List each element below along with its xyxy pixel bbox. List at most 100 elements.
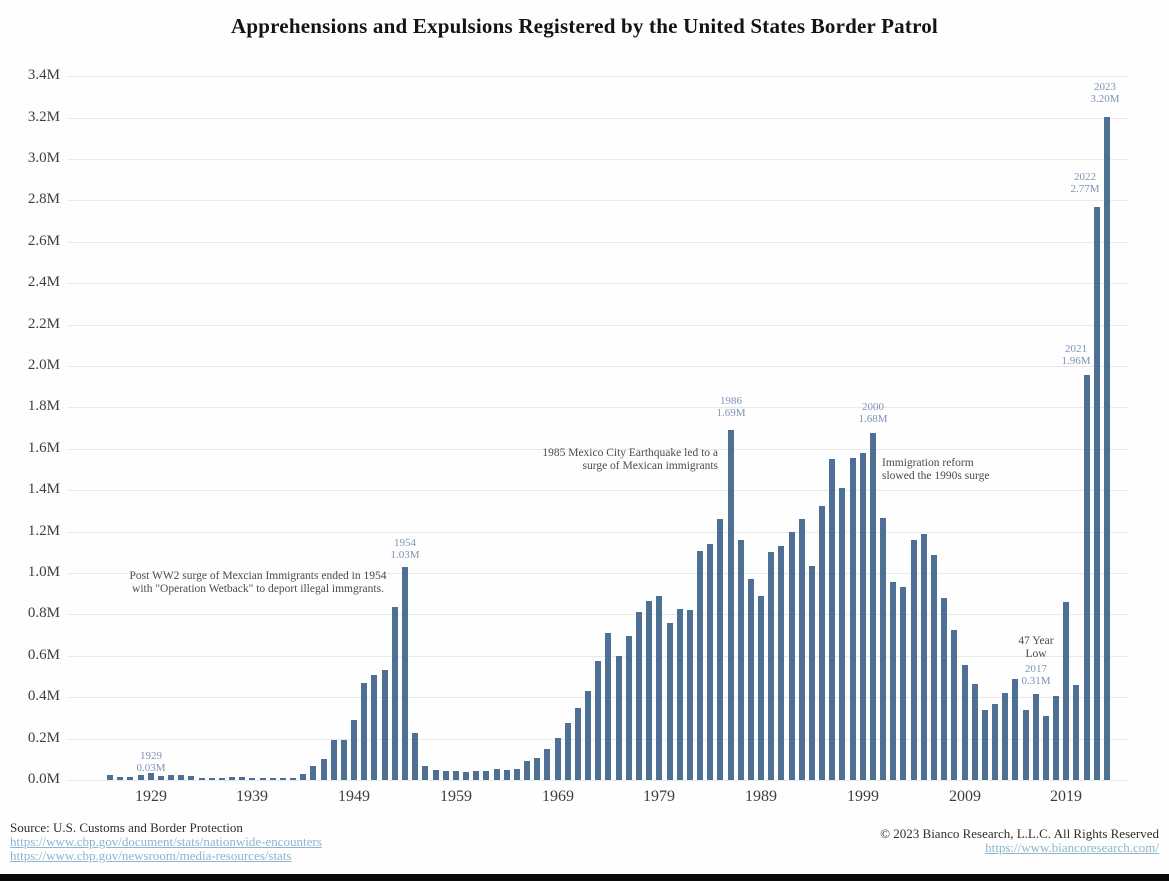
bar-1981 — [677, 609, 683, 780]
x-tick-label: 1999 — [847, 788, 879, 805]
gridline — [68, 159, 1128, 160]
y-tick-label: 1.2M — [27, 523, 60, 539]
bar-1927 — [127, 777, 133, 780]
gridline — [68, 325, 1128, 326]
bar-2013 — [1002, 693, 1008, 780]
annotation-2023: 2023 3.20M — [1090, 81, 1119, 105]
annotation-line: with "Operation Wetback" to deport illeg… — [132, 583, 384, 595]
bar-2014 — [1012, 679, 1018, 780]
source-link-2[interactable]: https://www.cbp.gov/newsroom/media-resou… — [10, 848, 292, 863]
gridline — [68, 532, 1128, 533]
bar-1967 — [534, 758, 540, 780]
x-tick-label: 1959 — [440, 788, 472, 805]
annotation-2000: 2000 1.68M — [858, 401, 887, 425]
gridline — [68, 449, 1128, 450]
bar-1930 — [158, 776, 164, 780]
bar-1994 — [809, 566, 815, 780]
bar-1976 — [626, 636, 632, 780]
bar-1980 — [667, 623, 673, 780]
bar-1926 — [117, 777, 123, 780]
bar-2018 — [1053, 696, 1059, 780]
bar-1971 — [575, 708, 581, 780]
annotation-line: 1929 — [140, 750, 162, 762]
bar-2012 — [992, 704, 998, 780]
annotation-line: 2021 — [1065, 343, 1087, 355]
annotation-line: slowed the 1990s surge — [882, 470, 990, 482]
footer-copyright-block: © 2023 Bianco Research, L.L.C. All Right… — [880, 827, 1159, 855]
bar-2017 — [1043, 716, 1049, 780]
annotation-1954: 1954 1.03M — [390, 537, 419, 561]
bar-1942 — [280, 778, 286, 780]
x-tick-label: 2019 — [1050, 788, 1082, 805]
gridline — [68, 283, 1128, 284]
annotation-line: 1.69M — [716, 407, 746, 419]
bar-1936 — [219, 778, 225, 780]
annotation-2017: 2017 0.31M — [1021, 663, 1050, 687]
y-tick-label: 0.4M — [27, 688, 60, 704]
gridline — [68, 366, 1128, 367]
annotation-reform: Immigration reform slowed the 1990s surge — [882, 457, 989, 483]
y-tick-label: 2.8M — [27, 191, 60, 207]
annotation-earthquake: 1985 Mexico City Earthquake led to a surg… — [542, 447, 718, 473]
annotation-line: 2017 — [1025, 663, 1047, 675]
bar-2003 — [900, 587, 906, 780]
bar-1974 — [605, 633, 611, 780]
bar-2004 — [911, 540, 917, 780]
bar-1952 — [382, 670, 388, 780]
y-tick-label: 2.6M — [27, 233, 60, 249]
copyright-text: © 2023 Bianco Research, L.L.C. All Right… — [880, 826, 1159, 841]
bar-1990 — [768, 552, 774, 780]
gridline — [68, 407, 1128, 408]
y-tick-label: 0.6M — [27, 647, 60, 663]
bar-2016 — [1033, 694, 1039, 780]
bar-1985 — [717, 519, 723, 780]
bar-2023 — [1104, 117, 1110, 780]
bar-1963 — [494, 769, 500, 780]
bar-1961 — [473, 771, 479, 780]
bar-1933 — [188, 776, 194, 780]
bar-1965 — [514, 769, 520, 780]
x-tick-label: 1979 — [643, 788, 675, 805]
y-tick-label: 3.4M — [27, 67, 60, 83]
bar-1955 — [412, 733, 418, 780]
bar-1956 — [422, 766, 428, 780]
gridline — [68, 242, 1128, 243]
annotation-2021: 2021 1.96M — [1061, 343, 1090, 367]
gridline — [68, 656, 1128, 657]
bar-1931 — [168, 775, 174, 780]
gridline — [68, 614, 1128, 615]
bar-1949 — [351, 720, 357, 780]
bar-1964 — [504, 770, 510, 780]
bar-2005 — [921, 534, 927, 780]
bar-1958 — [443, 771, 449, 780]
bianco-research-link[interactable]: https://www.biancoresearch.com/ — [985, 840, 1159, 855]
bar-1993 — [799, 519, 805, 780]
y-tick-label: 1.4M — [27, 481, 60, 497]
y-tick-label: 1.0M — [27, 564, 60, 580]
bar-1992 — [789, 532, 795, 780]
bar-1996 — [829, 459, 835, 780]
bar-2020 — [1073, 685, 1079, 780]
annotation-47-year-low: 47 Year Low — [1018, 635, 1053, 661]
bar-1944 — [300, 774, 306, 780]
source-link-1[interactable]: https://www.cbp.gov/document/stats/natio… — [10, 834, 322, 849]
bar-1966 — [524, 761, 530, 780]
gridline — [68, 573, 1128, 574]
bar-1939 — [249, 778, 255, 780]
bar-1982 — [687, 610, 693, 780]
source-label: Source: U.S. Customs and Border Protecti… — [10, 820, 243, 835]
annotation-line: 2023 — [1094, 81, 1116, 93]
y-tick-label: 2.0M — [27, 357, 60, 373]
x-tick-label: 1949 — [338, 788, 370, 805]
annotation-line: 1.68M — [858, 413, 888, 425]
annotation-line: surge of Mexican immigrants — [582, 460, 718, 472]
annotation-2022: 2022 2.77M — [1070, 171, 1099, 195]
y-tick-label: 0.8M — [27, 605, 60, 621]
bar-1999 — [860, 453, 866, 780]
x-tick-label: 1929 — [135, 788, 167, 805]
bar-2006 — [931, 555, 937, 780]
bar-2002 — [890, 582, 896, 780]
y-tick-label: 3.0M — [27, 150, 60, 166]
gridline — [68, 118, 1128, 119]
